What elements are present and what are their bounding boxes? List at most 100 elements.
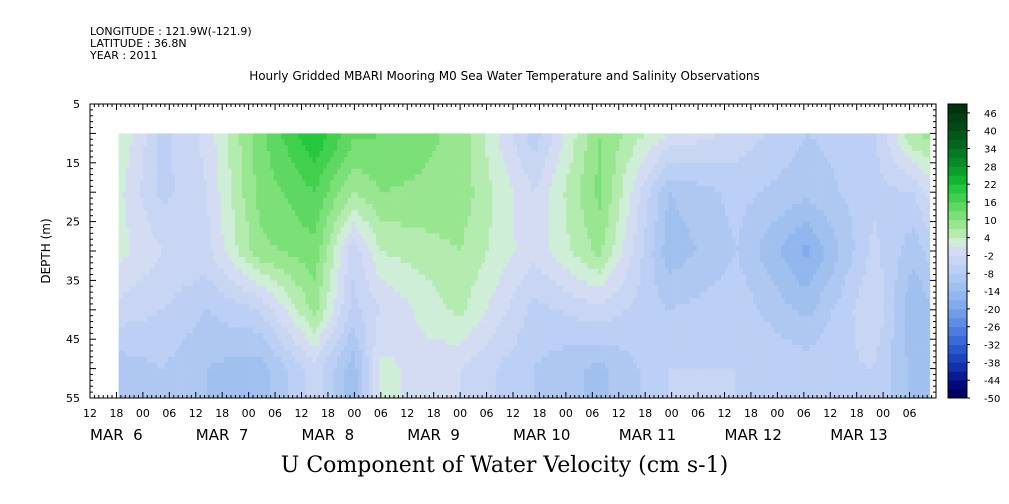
heatmap-cell bbox=[249, 274, 253, 281]
heatmap-cell bbox=[361, 333, 366, 340]
heatmap-cell bbox=[393, 156, 398, 164]
heatmap-cell bbox=[189, 339, 193, 346]
heatmap-cell bbox=[227, 239, 232, 246]
heatmap-cell bbox=[312, 368, 317, 375]
heatmap-cell bbox=[400, 239, 405, 246]
heatmap-cell bbox=[291, 292, 296, 299]
heatmap-cell bbox=[171, 362, 176, 369]
heatmap-cell bbox=[457, 392, 461, 399]
heatmap-cell bbox=[132, 256, 137, 264]
heatmap-cell bbox=[266, 386, 271, 393]
heatmap-cell bbox=[305, 286, 310, 293]
heatmap-cell bbox=[351, 145, 356, 152]
heatmap-cell bbox=[485, 239, 490, 246]
heatmap-cell bbox=[361, 268, 366, 275]
heatmap-cell bbox=[167, 156, 172, 164]
heatmap-cell bbox=[471, 139, 475, 146]
heatmap-cell bbox=[298, 268, 303, 275]
heatmap-cell bbox=[294, 345, 299, 352]
heatmap-cell bbox=[421, 274, 426, 281]
heatmap-cell bbox=[263, 339, 267, 346]
heatmap-cell bbox=[453, 362, 458, 369]
heatmap-cell bbox=[351, 151, 356, 158]
heatmap-cell bbox=[305, 262, 310, 269]
heatmap-cell bbox=[425, 180, 430, 187]
heatmap-cell bbox=[323, 392, 327, 399]
heatmap-cell bbox=[231, 292, 236, 299]
heatmap-cell bbox=[442, 392, 447, 399]
heatmap-cell bbox=[474, 145, 479, 152]
heatmap-cell bbox=[330, 174, 334, 181]
heatmap-cell bbox=[150, 303, 155, 311]
heatmap-cell bbox=[316, 298, 320, 305]
heatmap-cell bbox=[294, 168, 299, 175]
heatmap-cell bbox=[361, 380, 366, 387]
heatmap-cell bbox=[294, 368, 299, 375]
heatmap-cell bbox=[150, 256, 155, 264]
heatmap-cell bbox=[210, 251, 215, 258]
heatmap-cell bbox=[492, 139, 497, 146]
heatmap-cell bbox=[266, 151, 271, 158]
heatmap-cell bbox=[495, 309, 500, 316]
heatmap-cell bbox=[326, 303, 331, 311]
heatmap-cell bbox=[312, 350, 317, 358]
heatmap-cell bbox=[153, 292, 158, 299]
heatmap-cell bbox=[347, 262, 352, 269]
heatmap-cell bbox=[492, 233, 497, 240]
heatmap-cell bbox=[153, 221, 158, 228]
heatmap-cell bbox=[481, 356, 486, 364]
heatmap-cell bbox=[160, 292, 165, 299]
heatmap-cell bbox=[171, 203, 176, 211]
heatmap-cell bbox=[404, 268, 408, 275]
heatmap-cell bbox=[393, 221, 398, 228]
heatmap-cell bbox=[171, 386, 176, 393]
heatmap-cell bbox=[231, 303, 236, 311]
heatmap-cell bbox=[425, 215, 430, 222]
heatmap-cell bbox=[238, 192, 243, 199]
heatmap-cell bbox=[446, 245, 451, 252]
heatmap-cell bbox=[143, 286, 148, 293]
heatmap-cell bbox=[421, 251, 426, 258]
heatmap-cell bbox=[132, 380, 137, 387]
heatmap-cell bbox=[390, 374, 394, 381]
heatmap-cell bbox=[411, 315, 416, 322]
heatmap-cell bbox=[227, 262, 232, 269]
heatmap-cell bbox=[136, 280, 141, 287]
heatmap-cell bbox=[185, 233, 190, 240]
heatmap-cell bbox=[375, 280, 380, 287]
heatmap-cell bbox=[189, 203, 193, 211]
heatmap-cell bbox=[301, 392, 306, 399]
heatmap-cell bbox=[192, 256, 197, 264]
heatmap-cell bbox=[481, 251, 486, 258]
heatmap-cell bbox=[171, 156, 176, 164]
heatmap-cell bbox=[492, 268, 497, 275]
heatmap-cell bbox=[118, 386, 123, 393]
heatmap-cell bbox=[414, 215, 419, 222]
heatmap-cell bbox=[435, 315, 440, 322]
heatmap-cell bbox=[139, 168, 144, 175]
heatmap-cell bbox=[203, 145, 208, 152]
heatmap-cell bbox=[347, 309, 352, 316]
heatmap-cell bbox=[203, 374, 208, 381]
heatmap-cell bbox=[425, 268, 430, 275]
heatmap-cell bbox=[485, 339, 490, 346]
heatmap-cell bbox=[502, 151, 507, 158]
heatmap-cell bbox=[150, 292, 155, 299]
heatmap-cell bbox=[273, 321, 278, 328]
heatmap-cell bbox=[256, 368, 260, 375]
heatmap-cell bbox=[305, 233, 310, 240]
heatmap-cell bbox=[386, 192, 391, 199]
heatmap-cell bbox=[340, 227, 345, 234]
heatmap-cell bbox=[485, 209, 490, 217]
heatmap-cell bbox=[354, 156, 359, 164]
heatmap-cell bbox=[326, 203, 331, 211]
heatmap-cell bbox=[129, 327, 134, 334]
heatmap-cell bbox=[277, 233, 282, 240]
heatmap-cell bbox=[435, 362, 440, 369]
heatmap-cell bbox=[122, 162, 126, 169]
heatmap-cell bbox=[495, 262, 500, 269]
heatmap-cell bbox=[319, 333, 324, 340]
heatmap-cell bbox=[298, 151, 303, 158]
heatmap-cell bbox=[220, 209, 225, 217]
heatmap-cell bbox=[449, 374, 454, 381]
